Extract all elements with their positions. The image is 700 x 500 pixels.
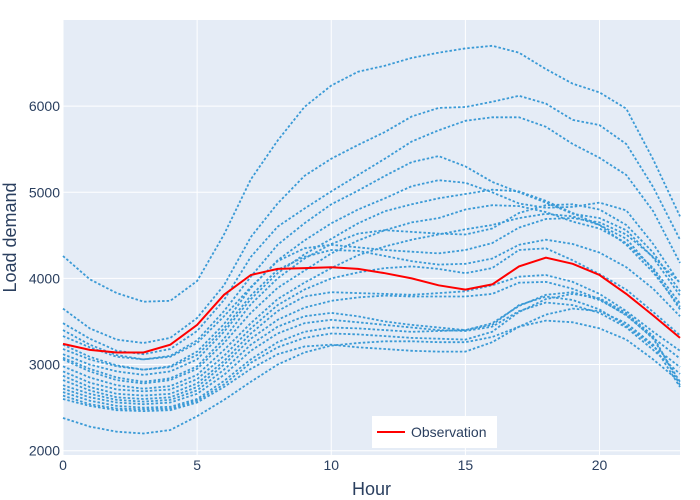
scenario-line-8 — [62, 212, 681, 390]
legend-label-observation: Observation — [411, 424, 486, 440]
y-tick-label: 4000 — [29, 270, 60, 286]
scenario-line-14 — [62, 291, 681, 409]
scenario-line-2 — [62, 94, 681, 344]
observation-line-layer — [62, 256, 681, 354]
scenario-line-12 — [62, 295, 681, 403]
scenario-line-3 — [62, 116, 681, 356]
scenario-lines — [62, 44, 681, 435]
scenario-line-1 — [62, 44, 681, 303]
y-tick-label: 5000 — [29, 184, 60, 200]
y-tick-label: 3000 — [29, 357, 60, 373]
y-tick-label: 2000 — [29, 443, 60, 459]
y-axis-ticks: 2000 3000 4000 5000 6000 — [29, 98, 60, 459]
x-tick-label: 15 — [458, 457, 474, 473]
scenario-line-20 — [62, 217, 681, 361]
y-tick-label: 6000 — [29, 98, 60, 114]
x-axis-title: Hour — [352, 479, 391, 499]
plot-area — [63, 20, 680, 455]
scenario-line-17 — [62, 319, 681, 435]
scenario-line-19 — [62, 238, 681, 371]
scenario-line-13 — [62, 301, 681, 406]
scenario-line-15 — [62, 292, 681, 411]
scenario-line-6 — [62, 188, 681, 376]
scenario-line-5 — [62, 179, 681, 371]
legend[interactable]: Observation — [372, 416, 497, 448]
x-tick-label: 20 — [592, 457, 608, 473]
scenario-line-11 — [62, 280, 681, 400]
gridlines — [62, 20, 680, 455]
scenario-line-16 — [62, 307, 681, 413]
scenario-line-10 — [62, 274, 681, 397]
x-tick-label: 10 — [323, 457, 339, 473]
x-tick-label: 5 — [193, 457, 201, 473]
y-axis-title: Load demand — [0, 182, 20, 292]
scenario-line-18 — [62, 203, 681, 383]
observation-line — [62, 256, 681, 354]
x-axis-ticks: 0 5 10 15 20 — [59, 457, 607, 473]
x-tick-label: 0 — [59, 457, 67, 473]
